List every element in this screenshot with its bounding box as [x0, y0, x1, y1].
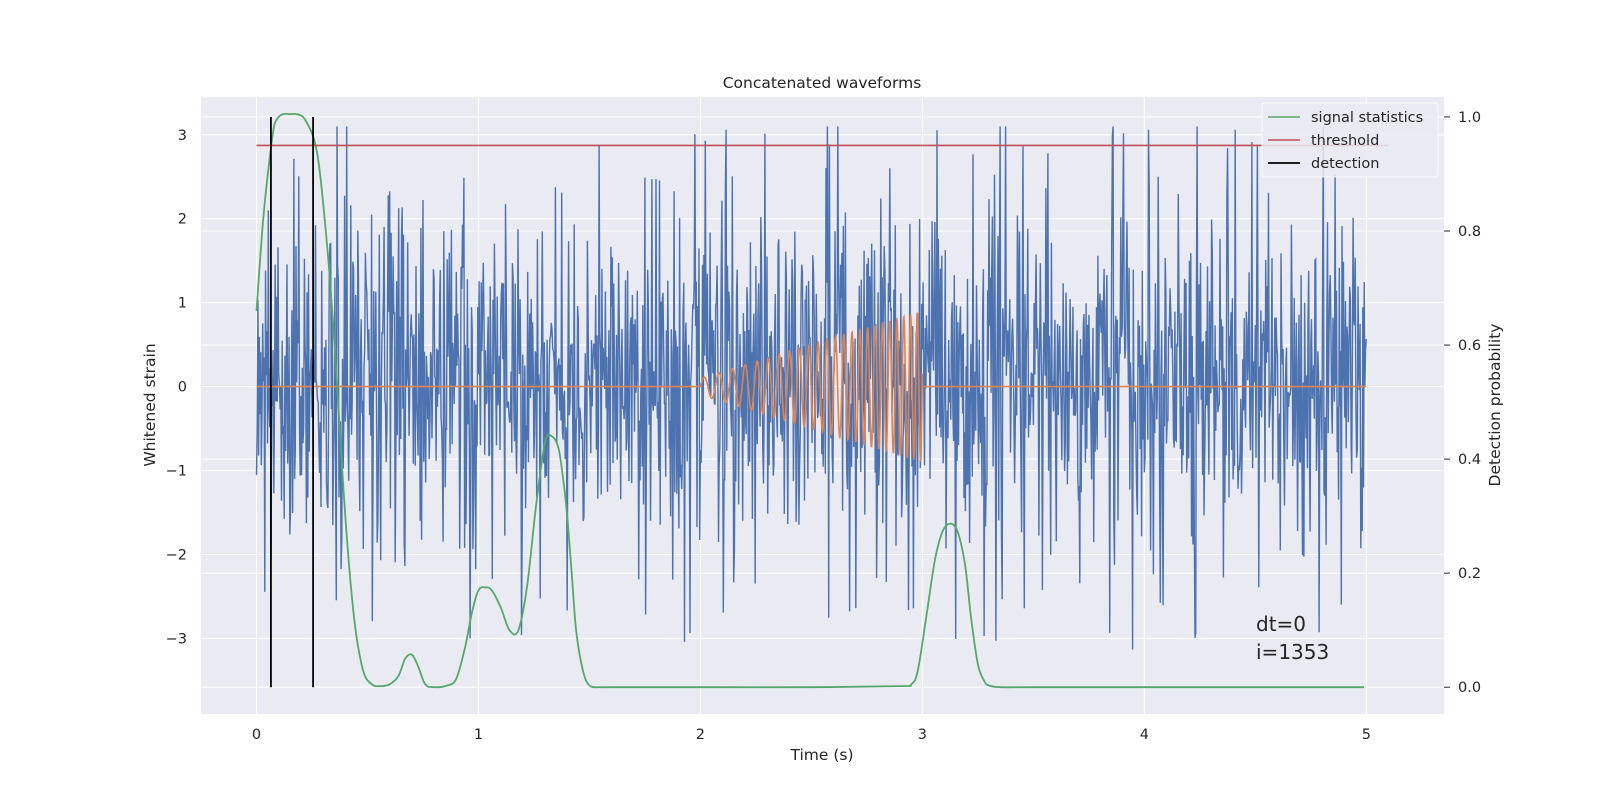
legend-box	[1261, 102, 1439, 178]
x-tick-label: 0	[252, 727, 261, 743]
x-tick-label: 2	[696, 727, 705, 743]
y-axis-right-label: Detection probability	[1486, 324, 1504, 487]
y-right-tick-label: 0.4	[1458, 452, 1481, 468]
y-tick-label: 2	[178, 212, 187, 228]
y-tick-label: 0	[178, 380, 187, 396]
y-right-tick-label: 0.0	[1458, 680, 1481, 696]
signal-statistics-line	[255, 112, 1365, 689]
y-tick-label: −2	[166, 548, 187, 564]
chart-title: Concatenated waveforms	[723, 74, 922, 92]
annotation-index: i=1353	[1256, 640, 1329, 664]
x-tick-label: 1	[474, 727, 483, 743]
y-axis-label: Whitened strain	[141, 343, 159, 466]
y-right-tick-label: 0.8	[1458, 224, 1481, 240]
annotation-dt: dt=0	[1256, 612, 1306, 636]
y-tick-label: 3	[178, 128, 187, 144]
y-tick-label: −3	[166, 631, 187, 647]
legend-label-signal-statistics: signal statistics	[1311, 110, 1423, 126]
y-tick-label: −1	[166, 464, 187, 480]
y-right-tick-label: 1.0	[1458, 110, 1481, 126]
legend-label-threshold: threshold	[1311, 133, 1379, 149]
x-tick-label: 5	[1362, 727, 1371, 743]
y-right-tick-label: 0.6	[1458, 338, 1481, 354]
legend: signal statistics threshold detection	[1261, 102, 1439, 178]
y-tick-label: 1	[178, 296, 187, 312]
axis-ticks: 0 1 2 3 4 5 −3 −2 −1 0 1 2 3 0.0 0.2 0.4 0.6 0.8 1.0	[166, 110, 1481, 743]
x-axis-label: Time (s)	[789, 746, 853, 764]
x-tick-label: 4	[1140, 727, 1149, 743]
injected-waveform-line	[256, 312, 1367, 462]
series-layer	[255, 112, 1389, 689]
x-tick-label: 3	[918, 727, 927, 743]
legend-label-detection: detection	[1311, 156, 1379, 172]
y-right-tick-label: 0.2	[1458, 566, 1481, 582]
